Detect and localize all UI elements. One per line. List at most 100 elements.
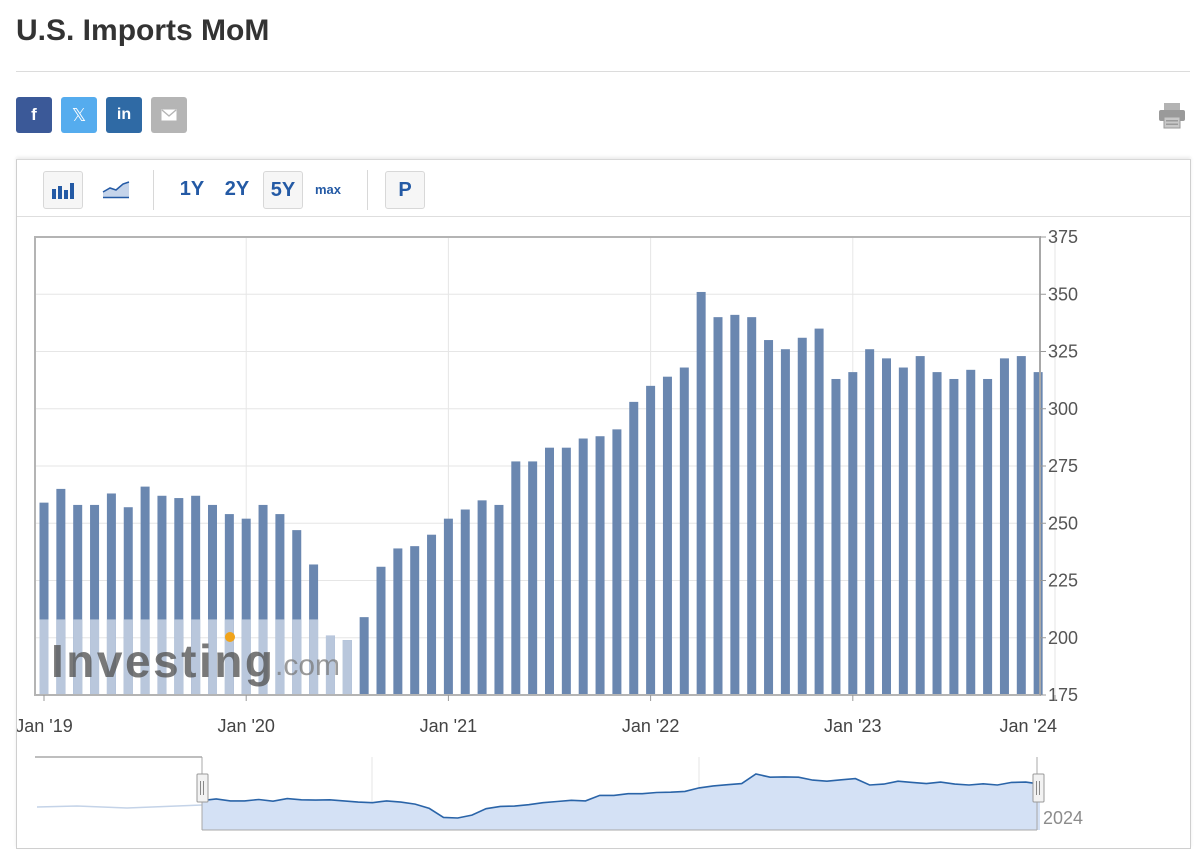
bar-faded-segment: [309, 619, 319, 695]
bar-faded-segment: [224, 619, 234, 695]
linkedin-icon: in: [116, 106, 132, 123]
bar: [241, 518, 251, 695]
bar: [528, 461, 538, 695]
range-1y-button[interactable]: 1Y: [173, 171, 211, 207]
bar: [123, 507, 133, 695]
watermark-dot: [225, 632, 235, 642]
print-icon: [1159, 103, 1185, 129]
bar-chart-icon: [52, 183, 74, 199]
bar-faded-segment: [292, 619, 302, 695]
navigator-selected-area: [202, 774, 1040, 830]
range-max-button[interactable]: max: [309, 171, 347, 207]
bar: [730, 314, 740, 695]
area-chart-icon: [102, 181, 130, 199]
x-tick-label: Jan '23: [824, 716, 881, 736]
range-2y-button[interactable]: 2Y: [218, 171, 256, 207]
navigator-series-line: [201, 773, 1041, 819]
bar: [747, 317, 757, 695]
bar: [477, 500, 487, 695]
bar: [90, 504, 100, 695]
bar: [629, 401, 639, 695]
bar: [595, 436, 605, 695]
bar-chart-type-button[interactable]: [43, 171, 83, 209]
bar: [224, 514, 234, 695]
bar-faded-segment: [241, 619, 251, 695]
bar-faded-segment: [208, 619, 217, 695]
area-chart-type-button[interactable]: [97, 171, 135, 207]
bar: [56, 488, 66, 695]
y-tick-label: 250: [1048, 513, 1078, 533]
bar: [39, 502, 49, 695]
y-tick-label: 225: [1048, 571, 1078, 591]
bar-faded-segment: [157, 619, 167, 695]
twitter-share-button[interactable]: 𝕏: [61, 97, 97, 133]
print-button[interactable]: [1157, 100, 1187, 130]
handle-grip[interactable]: [196, 773, 209, 803]
bar: [359, 617, 369, 695]
bar-faded-segment: [191, 619, 201, 695]
bar: [966, 369, 976, 695]
bar: [191, 495, 201, 695]
navigator-right-handle[interactable]: [1032, 773, 1045, 803]
facebook-icon: f: [31, 105, 37, 124]
x-tick-label: Jan '21: [420, 716, 477, 736]
bar-faded-segment: [140, 619, 150, 695]
bar: [915, 356, 925, 695]
bar: [460, 509, 470, 695]
y-tick-label: 350: [1048, 284, 1078, 304]
bar: [511, 461, 521, 695]
y-tick-label: 275: [1048, 456, 1078, 476]
range-max-label: max: [314, 181, 342, 197]
y-tick-label: 325: [1048, 342, 1078, 362]
bar: [831, 378, 841, 695]
bar: [427, 534, 437, 695]
y-tick-label: 300: [1048, 399, 1078, 419]
x-tick-label: Jan '19: [17, 716, 73, 736]
pane-button-label: P: [398, 178, 412, 201]
email-icon: [161, 109, 177, 121]
y-tick-label: 375: [1048, 227, 1078, 247]
x-twitter-icon: 𝕏: [71, 104, 87, 125]
linkedin-share-button[interactable]: in: [106, 97, 142, 133]
bar: [393, 548, 403, 695]
facebook-share-button[interactable]: f: [16, 97, 52, 133]
bar: [898, 367, 908, 695]
bar-faded-segment: [258, 619, 268, 695]
bar-faded-segment: [123, 619, 133, 695]
bar: [662, 376, 672, 695]
bar: [949, 378, 959, 695]
range-2y-label: 2Y: [224, 177, 250, 200]
bar: [646, 385, 656, 695]
chart-container: 1Y 2Y 5Y max P Investing .com 175 200 225 2…: [16, 159, 1191, 849]
range-5y-label: 5Y: [270, 178, 296, 201]
navigator-history-line: [36, 804, 203, 809]
bar: [696, 291, 706, 695]
bar-faded-segment: [39, 619, 49, 695]
bar: [865, 349, 875, 695]
navigator-left-handle[interactable]: [196, 773, 209, 803]
bar: [797, 337, 807, 695]
bar: [932, 372, 942, 695]
x-tick-label: Jan '20: [217, 716, 274, 736]
bar: [140, 486, 150, 695]
bar-faded-segment: [56, 619, 66, 695]
bar: [275, 514, 285, 695]
y-tick-label: 200: [1048, 628, 1078, 648]
x-tick-label: Jan '22: [622, 716, 679, 736]
bar-faded-segment: [174, 619, 184, 695]
email-share-button[interactable]: [151, 97, 187, 133]
bar: [983, 378, 993, 695]
bar-faded-segment: [342, 640, 352, 695]
bar: [410, 546, 420, 695]
pane-button[interactable]: P: [385, 171, 425, 209]
watermark-suffix: .com: [275, 649, 340, 682]
bar: [561, 447, 571, 695]
navigator-year-label: 2024: [1043, 808, 1083, 828]
bar: [780, 349, 790, 695]
bar: [1016, 356, 1026, 695]
bar: [73, 504, 83, 695]
handle-grip[interactable]: [1032, 773, 1045, 803]
bar: [999, 358, 1009, 695]
bar: [208, 504, 217, 695]
range-5y-button[interactable]: 5Y: [263, 171, 303, 209]
